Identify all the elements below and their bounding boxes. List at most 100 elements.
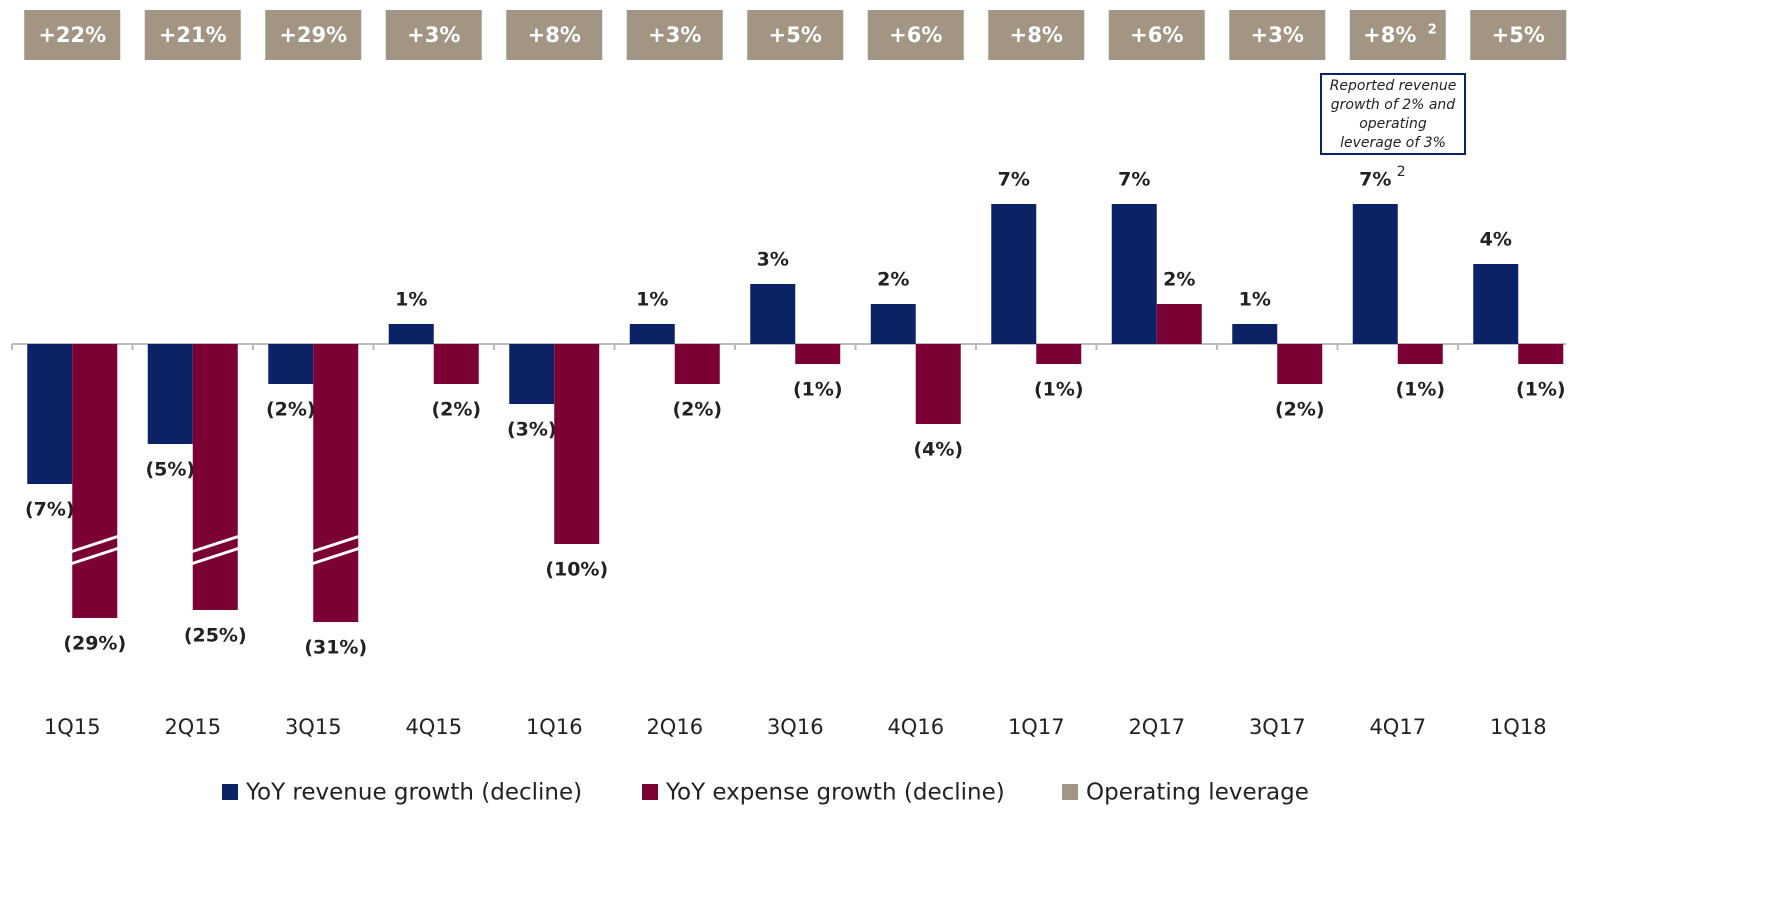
value-label: 3% <box>757 249 789 271</box>
value-label: 2% <box>877 269 909 291</box>
bar <box>1111 204 1157 344</box>
x-tick-label: 1Q17 <box>1008 715 1065 739</box>
leverage-box <box>506 10 603 60</box>
bar <box>433 344 479 384</box>
bar <box>1397 344 1443 364</box>
legend-label: YoY revenue growth (decline) <box>245 780 582 806</box>
value-label: (25%) <box>184 625 247 647</box>
x-tick-label: 4Q15 <box>405 715 462 739</box>
legend-label: Operating leverage <box>1086 780 1309 806</box>
x-tick-label: 2Q15 <box>164 715 221 739</box>
leverage-label: +6% <box>889 23 942 47</box>
leverage-label: +22% <box>38 23 106 47</box>
value-label: (31%) <box>304 637 367 659</box>
leverage-box <box>24 10 121 60</box>
footnote-mark: 2 <box>1397 164 1406 180</box>
leverage-label: +8% <box>1010 23 1063 47</box>
leverage-label: +29% <box>279 23 347 47</box>
leverage-box <box>385 10 482 60</box>
value-label: (3%) <box>507 419 557 441</box>
x-tick-label: 1Q15 <box>44 715 101 739</box>
footnote-mark: 2 <box>1428 23 1437 38</box>
axis-break <box>310 534 361 554</box>
value-label: 7% <box>1118 169 1150 191</box>
bar <box>1036 344 1082 364</box>
leverage-box <box>265 10 362 60</box>
leverage-box <box>1349 10 1446 60</box>
value-label: (2%) <box>431 399 481 421</box>
x-tick-label: 2Q17 <box>1128 715 1185 739</box>
leverage-label: +5% <box>1492 23 1545 47</box>
bar <box>388 324 434 344</box>
bar <box>1352 204 1398 344</box>
bar <box>147 344 193 444</box>
value-label: (10%) <box>545 559 608 581</box>
leverage-label: +3% <box>1251 23 1304 47</box>
bar <box>674 344 720 384</box>
value-label: (5%) <box>145 459 195 481</box>
bar <box>1232 324 1278 344</box>
leverage-label: +5% <box>769 23 822 47</box>
value-label: (1%) <box>1395 379 1445 401</box>
bar <box>268 344 314 384</box>
value-label: (1%) <box>793 379 843 401</box>
bar <box>915 344 961 424</box>
bar <box>509 344 555 404</box>
leverage-box <box>1470 10 1567 60</box>
bar <box>1473 264 1519 344</box>
legend-swatch <box>222 784 238 800</box>
legend-swatch <box>1062 784 1078 800</box>
bar <box>27 344 73 484</box>
x-tick-label: 2Q16 <box>646 715 703 739</box>
leverage-label: +21% <box>159 23 227 47</box>
axis-break <box>310 546 361 566</box>
bar <box>991 204 1037 344</box>
annotation: Reported revenue growth of 2% and operat… <box>1320 73 1466 155</box>
x-tick-label: 3Q15 <box>285 715 342 739</box>
axis-break <box>190 534 241 554</box>
bar <box>72 344 118 618</box>
leverage-label: +8% <box>528 23 581 47</box>
bar <box>1518 344 1564 364</box>
legend-label: YoY expense growth (decline) <box>665 780 1005 806</box>
leverage-box <box>626 10 723 60</box>
leverage-box <box>1108 10 1205 60</box>
leverage-box <box>747 10 844 60</box>
bar <box>870 304 916 344</box>
bar <box>313 344 359 622</box>
value-label: 7% <box>998 169 1030 191</box>
leverage-box <box>867 10 964 60</box>
value-label: 1% <box>1239 289 1271 311</box>
value-label: (2%) <box>1275 399 1325 421</box>
value-label: 7% <box>1359 169 1391 191</box>
value-label: (1%) <box>1516 379 1566 401</box>
leverage-box <box>1229 10 1326 60</box>
leverage-box <box>988 10 1085 60</box>
value-label: (1%) <box>1034 379 1084 401</box>
leverage-label: +6% <box>1130 23 1183 47</box>
leverage-label: +8% <box>1363 23 1416 47</box>
bar <box>554 344 600 544</box>
x-tick-label: 4Q16 <box>887 715 944 739</box>
x-tick-label: 1Q18 <box>1490 715 1547 739</box>
value-label: 1% <box>636 289 668 311</box>
x-tick-label: 3Q17 <box>1249 715 1306 739</box>
axis-break <box>69 546 120 566</box>
value-label: 1% <box>395 289 427 311</box>
bar <box>1277 344 1323 384</box>
value-label: (2%) <box>266 399 316 421</box>
x-tick-label: 4Q17 <box>1369 715 1426 739</box>
value-label: 2% <box>1163 269 1195 291</box>
bar <box>750 284 796 344</box>
leverage-box <box>144 10 241 60</box>
legend-swatch <box>642 784 658 800</box>
x-tick-label: 3Q16 <box>767 715 824 739</box>
value-label: (7%) <box>25 499 75 521</box>
axis-break <box>190 546 241 566</box>
bar <box>192 344 238 610</box>
x-tick-label: 1Q16 <box>526 715 583 739</box>
value-label: (4%) <box>913 439 963 461</box>
value-label: (2%) <box>672 399 722 421</box>
